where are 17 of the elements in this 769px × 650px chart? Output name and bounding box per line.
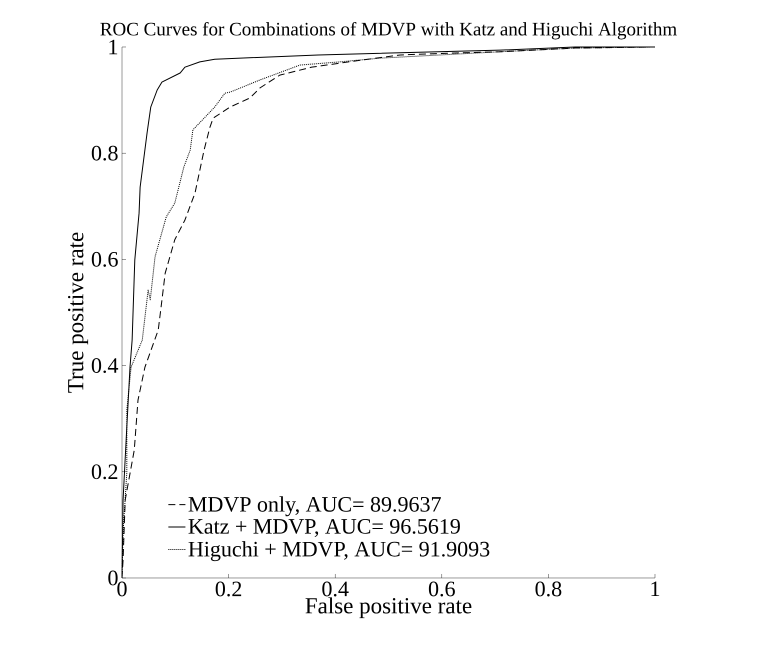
y-tick-label: 0.4 (92, 358, 118, 374)
legend-label: Katz + MDVP, AUC= 96.5619 (188, 519, 460, 537)
y-tick-label: 0 (108, 570, 118, 586)
x-tick-label: 1 (651, 582, 660, 596)
y-tick-label: 0.2 (92, 464, 118, 480)
x-tick-label: 0.2 (216, 582, 242, 596)
y-axis-title: True positive rate (68, 232, 88, 393)
legend-label: Higuchi + MDVP, AUC= 91.9093 (188, 541, 490, 562)
x-axis-title: False positive rate (305, 597, 472, 618)
y-tick-label: 0.6 (92, 252, 118, 267)
y-tick-label: 0.8 (92, 146, 118, 161)
x-tick-label: 0.8 (535, 582, 562, 596)
x-tick-label: 0.6 (428, 582, 455, 596)
x-tick-label: 0.4 (322, 582, 349, 596)
legend-label: MDVP only, AUC= 89.9637 (188, 496, 441, 516)
chart-title: ROC Curves for Combinations of MDVP with Katz and Higuchi Algorithm (100, 22, 677, 40)
y-tick-label: 1 (109, 40, 118, 54)
